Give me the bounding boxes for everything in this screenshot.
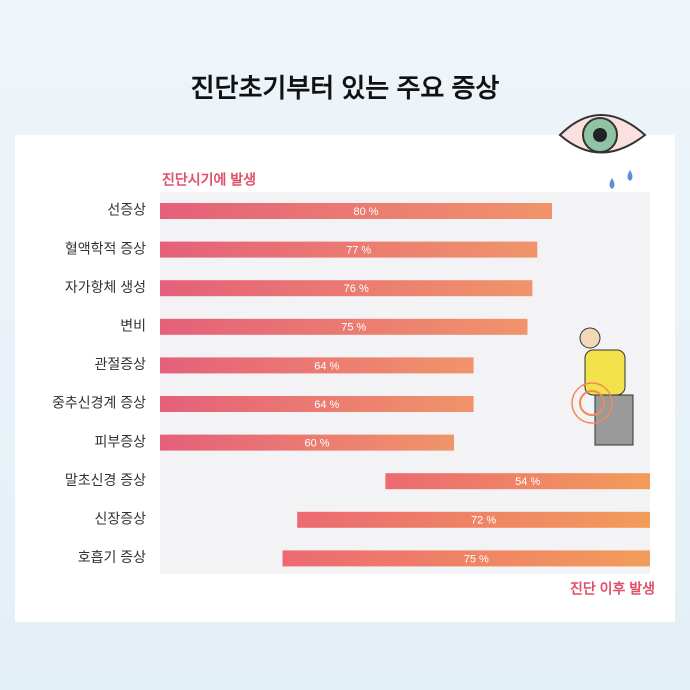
value-label: 60 % — [304, 438, 329, 450]
y-tick-label: 신장증상 — [94, 511, 146, 527]
value-label: 72 % — [471, 515, 496, 527]
value-label: 76 % — [344, 283, 369, 295]
value-label: 80 % — [353, 206, 378, 218]
y-tick-label: 혈액학적 증상 — [65, 240, 146, 256]
y-tick-label: 피부증상 — [94, 433, 146, 449]
y-tick-label: 선증상 — [107, 202, 146, 218]
value-label: 64 % — [314, 360, 339, 372]
value-label: 77 % — [346, 245, 371, 257]
eye-illustration — [558, 114, 647, 189]
bar — [160, 318, 528, 335]
bar — [160, 203, 552, 219]
y-tick-label: 중추신경계 증상 — [52, 395, 146, 411]
value-label: 75 % — [464, 553, 489, 565]
group-label: 진단시기에 발생 — [162, 172, 256, 188]
y-tick-label: 관절증상 — [94, 356, 146, 372]
y-tick-label: 변비 — [120, 318, 146, 334]
person-illustration — [571, 327, 634, 446]
y-tick-label: 말초신경 증상 — [65, 472, 146, 488]
bar — [160, 280, 533, 297]
chart-title: 진단초기부터 있는 주요 증상 — [191, 73, 500, 103]
bar — [282, 550, 650, 567]
bar — [297, 511, 650, 528]
bar — [160, 357, 474, 374]
bar — [385, 473, 650, 490]
group-label: 진단 이후 발생 — [570, 581, 655, 597]
value-label: 75 % — [341, 322, 366, 334]
y-tick-label: 자가항체 생성 — [65, 279, 146, 295]
bar — [160, 434, 454, 451]
bar — [160, 396, 474, 412]
y-tick-label: 호흡기 증상 — [78, 549, 146, 565]
value-label: 64 % — [314, 399, 339, 411]
value-label: 54 % — [515, 476, 540, 488]
bar — [160, 241, 538, 258]
